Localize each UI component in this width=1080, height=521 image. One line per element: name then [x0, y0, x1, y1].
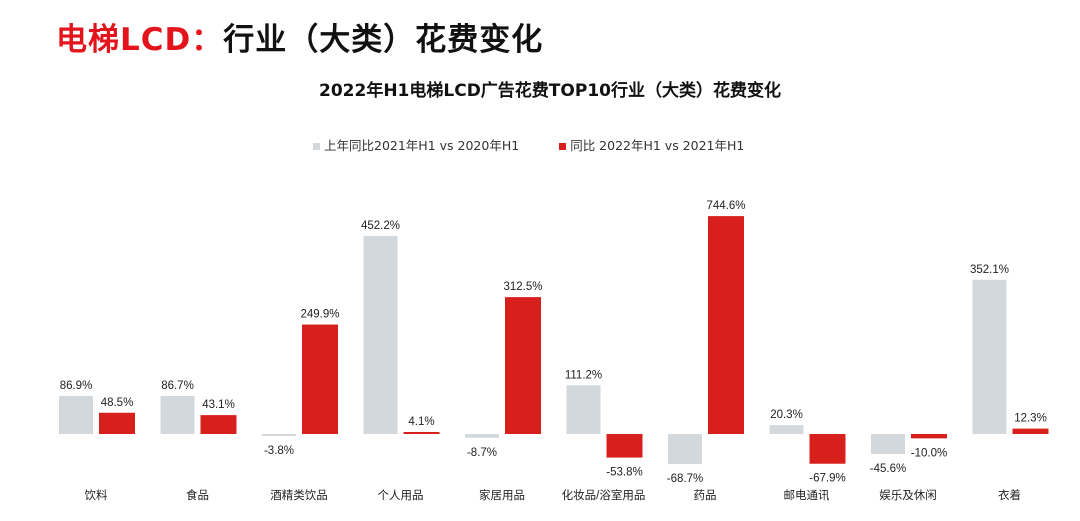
- legend-item-2021: 上年同比2021年H1 vs 2020年H1: [313, 135, 519, 154]
- bar: [972, 279, 1007, 434]
- bar: [606, 434, 643, 458]
- page-title-black: 行业（大类）花费变化: [223, 22, 544, 58]
- bar: [911, 434, 947, 439]
- category-label: 衣着: [998, 488, 1021, 502]
- data-label: -8.7%: [467, 447, 497, 459]
- bar: [99, 412, 135, 434]
- bar: [160, 396, 195, 434]
- data-label: 86.7%: [161, 380, 194, 392]
- bar: [59, 395, 93, 434]
- bar: [262, 434, 296, 436]
- bar: [403, 432, 440, 434]
- data-label: 744.6%: [706, 200, 745, 212]
- category-label: 个人用品: [378, 489, 424, 502]
- category-label: 邮电通讯: [784, 489, 830, 502]
- data-label: -45.6%: [870, 463, 906, 475]
- bar: [809, 434, 846, 464]
- bar: [200, 415, 237, 434]
- legend-label: 同比 2022年H1 vs 2021年H1: [570, 138, 745, 153]
- data-label: 86.9%: [60, 380, 93, 392]
- category-label: 食品: [186, 488, 209, 502]
- chart-title: 2022年H1电梯LCD广告花费TOP10行业（大类）花费变化: [319, 81, 781, 101]
- bar: [363, 235, 398, 434]
- bar: [465, 434, 499, 438]
- category-label: 酒精类饮品: [270, 488, 328, 502]
- legend-label: 上年同比2021年H1 vs 2020年H1: [324, 138, 520, 153]
- data-label: 4.1%: [408, 416, 434, 428]
- legend-swatch: [313, 143, 320, 150]
- data-label: 312.5%: [503, 281, 542, 293]
- bar: [302, 324, 338, 434]
- category-label: 药品: [694, 489, 717, 502]
- data-label: 352.1%: [970, 264, 1009, 276]
- data-label: 249.9%: [300, 309, 339, 321]
- bar: [708, 216, 744, 434]
- category-label: 化妆品/浴室用品: [562, 488, 646, 502]
- bar: [1012, 428, 1049, 434]
- legend-swatch: [559, 143, 567, 150]
- data-label: 12.3%: [1014, 413, 1047, 425]
- data-label: 20.3%: [770, 409, 803, 421]
- bar: [505, 297, 541, 434]
- data-label: -3.8%: [264, 445, 294, 457]
- data-label: 43.1%: [202, 399, 235, 411]
- data-label: -53.8%: [606, 467, 642, 479]
- data-label: -68.7%: [667, 473, 703, 485]
- page-title: 电梯LCD：行业（大类）花费变化: [56, 14, 543, 59]
- bar: [566, 385, 601, 434]
- page-title-red: 电梯LCD：: [56, 22, 224, 58]
- data-label: 48.5%: [101, 397, 134, 409]
- category-label: 家居用品: [479, 488, 525, 502]
- bar: [668, 434, 702, 465]
- data-label: 452.2%: [361, 220, 400, 232]
- bar: [769, 425, 804, 434]
- data-label: -10.0%: [911, 447, 947, 459]
- data-label: 111.2%: [565, 369, 602, 381]
- category-label: 饮料: [85, 488, 108, 502]
- category-label: 娱乐及休闲: [879, 488, 937, 502]
- legend: 上年同比2021年H1 vs 2020年H1 同比 2022年H1 vs 202…: [313, 135, 744, 154]
- bar: [871, 434, 905, 454]
- legend-item-2022: 同比 2022年H1 vs 2021年H1: [559, 135, 744, 154]
- data-label: -67.9%: [809, 473, 845, 485]
